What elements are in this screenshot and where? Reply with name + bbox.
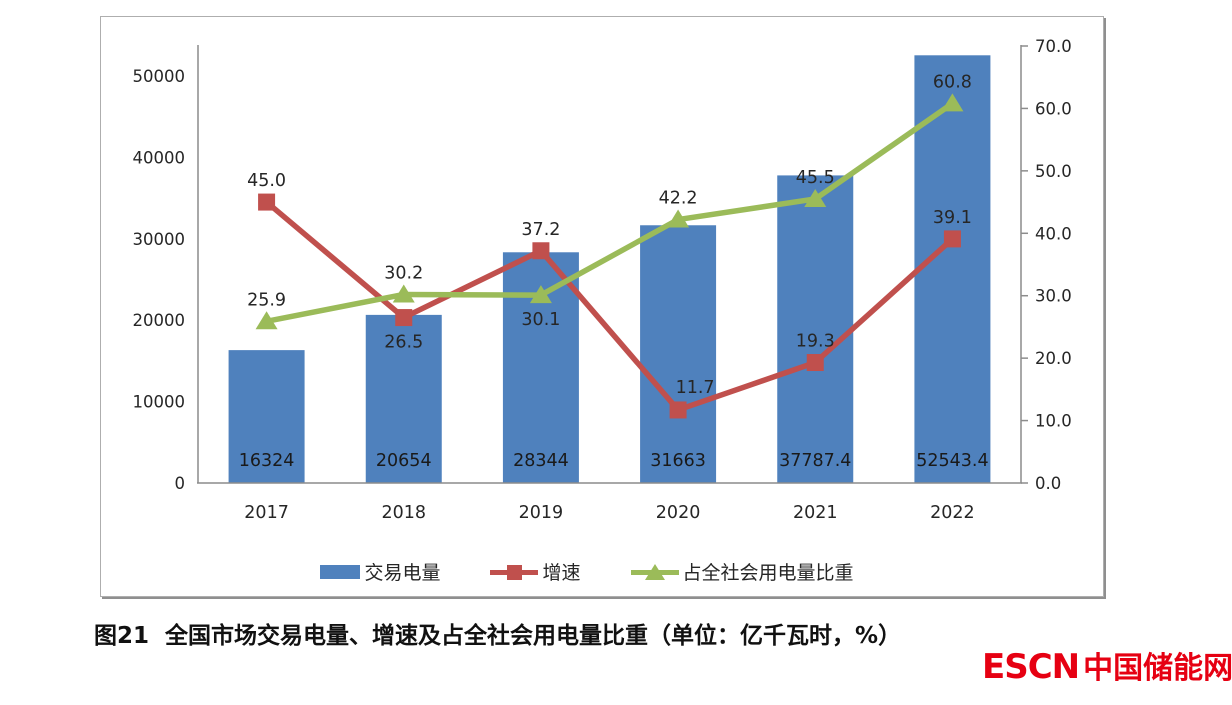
triangle-marker: [255, 311, 278, 330]
legend-line-square-swatch-icon: [490, 563, 539, 581]
left-axis-tick-label: 50000: [133, 67, 186, 86]
legend-label: 交易电量: [364, 562, 441, 584]
point-data-label: 11.7: [676, 378, 715, 398]
square-marker: [258, 193, 276, 211]
bar-2020: [640, 225, 717, 483]
bar-value-label: 28344: [513, 451, 569, 471]
logo-cjk-text: 中国储能网: [1083, 651, 1232, 686]
bar-value-label: 31663: [650, 451, 706, 471]
left-axis-tick-label: 40000: [133, 148, 186, 167]
point-data-label: 37.2: [521, 220, 560, 240]
point-data-label: 39.1: [933, 208, 972, 228]
right-axis-tick-label: 60.0: [1035, 99, 1072, 118]
legend-triangle-marker-icon: [644, 563, 665, 580]
logo-latin-text: ESCN: [982, 647, 1080, 687]
right-axis-tick-label: 20.0: [1035, 349, 1072, 368]
square-marker: [669, 401, 687, 419]
bar-value-label: 52543.4: [916, 451, 988, 471]
point-data-label: 42.2: [659, 189, 698, 209]
legend-label: 占全社会用电量比重: [682, 562, 854, 584]
bar-value-label: 20654: [376, 451, 432, 471]
point-data-label: 45.5: [796, 168, 835, 188]
point-data-label: 30.1: [521, 310, 560, 330]
line-series-1: [266, 101, 954, 325]
escn-logo: ESCN 中国储能网: [982, 650, 1232, 684]
right-axis-tick-label: 70.0: [1035, 37, 1072, 56]
bar-2021: [777, 175, 854, 483]
figure-caption: 图21 全国市场交易电量、增速及占全社会用电量比重（单位：亿千瓦时，%）: [94, 623, 902, 649]
right-axis-tick-label: 30.0: [1035, 287, 1072, 306]
left-axis-tick-label: 20000: [133, 311, 186, 330]
triangle-marker: [392, 284, 415, 303]
triangle-marker: [529, 285, 552, 304]
x-axis-category-label: 2022: [930, 503, 975, 523]
x-axis-category-label: 2019: [519, 503, 564, 523]
point-data-label: 45.0: [247, 171, 286, 191]
bar-2022: [914, 55, 991, 483]
point-data-label: 26.5: [384, 333, 423, 353]
bar-2017: [228, 350, 305, 483]
point-data-label: 25.9: [247, 290, 286, 310]
combo-chart: 0 10000 20000 30000 40000 50000 0.0 10.0 20.0 30.…: [133, 37, 1072, 523]
x-axis-category-label: 2020: [656, 503, 701, 523]
right-axis-tick-label: 50.0: [1035, 162, 1072, 181]
square-marker: [395, 309, 413, 327]
legend-item-2: 占全社会用电量比重: [630, 558, 854, 585]
x-axis-category-label: 2021: [793, 503, 838, 523]
point-data-label: 60.8: [933, 72, 972, 92]
legend-item-1: 增速: [490, 558, 581, 585]
square-marker: [532, 242, 550, 260]
legend-square-marker-icon: [507, 564, 523, 580]
triangle-marker: [667, 209, 690, 228]
x-axis-category-label: 2017: [244, 503, 289, 523]
bar-value-label: 37787.4: [779, 451, 851, 471]
point-data-label: 30.2: [384, 263, 423, 283]
right-axis-tick-label: 40.0: [1035, 224, 1072, 243]
square-marker: [806, 354, 824, 372]
square-marker: [943, 230, 961, 248]
x-axis-category-label: 2018: [381, 503, 426, 523]
chart-panel: 0 10000 20000 30000 40000 50000 0.0 10.0 20.0 30.…: [100, 16, 1104, 597]
bar-value-label: 16324: [239, 451, 295, 471]
right-axis-tick-label: 10.0: [1035, 412, 1072, 431]
right-axis-tick-label: 0.0: [1035, 474, 1061, 493]
left-axis-tick-label: 10000: [133, 393, 186, 412]
chart-legend: 交易电量 增速 占全社会用电量比重: [101, 558, 1073, 585]
point-data-label: 19.3: [796, 332, 835, 352]
bar-2018: [365, 314, 442, 483]
triangle-marker: [804, 188, 827, 207]
legend-line-triangle-swatch-icon: [630, 563, 679, 581]
triangle-marker: [941, 93, 964, 112]
left-axis-tick-label: 30000: [133, 230, 186, 249]
left-axis-tick-label: 0: [175, 474, 186, 493]
legend-bar-swatch-icon: [320, 564, 361, 579]
legend-item-0: 交易电量: [320, 558, 440, 585]
legend-label: 增速: [542, 562, 581, 584]
